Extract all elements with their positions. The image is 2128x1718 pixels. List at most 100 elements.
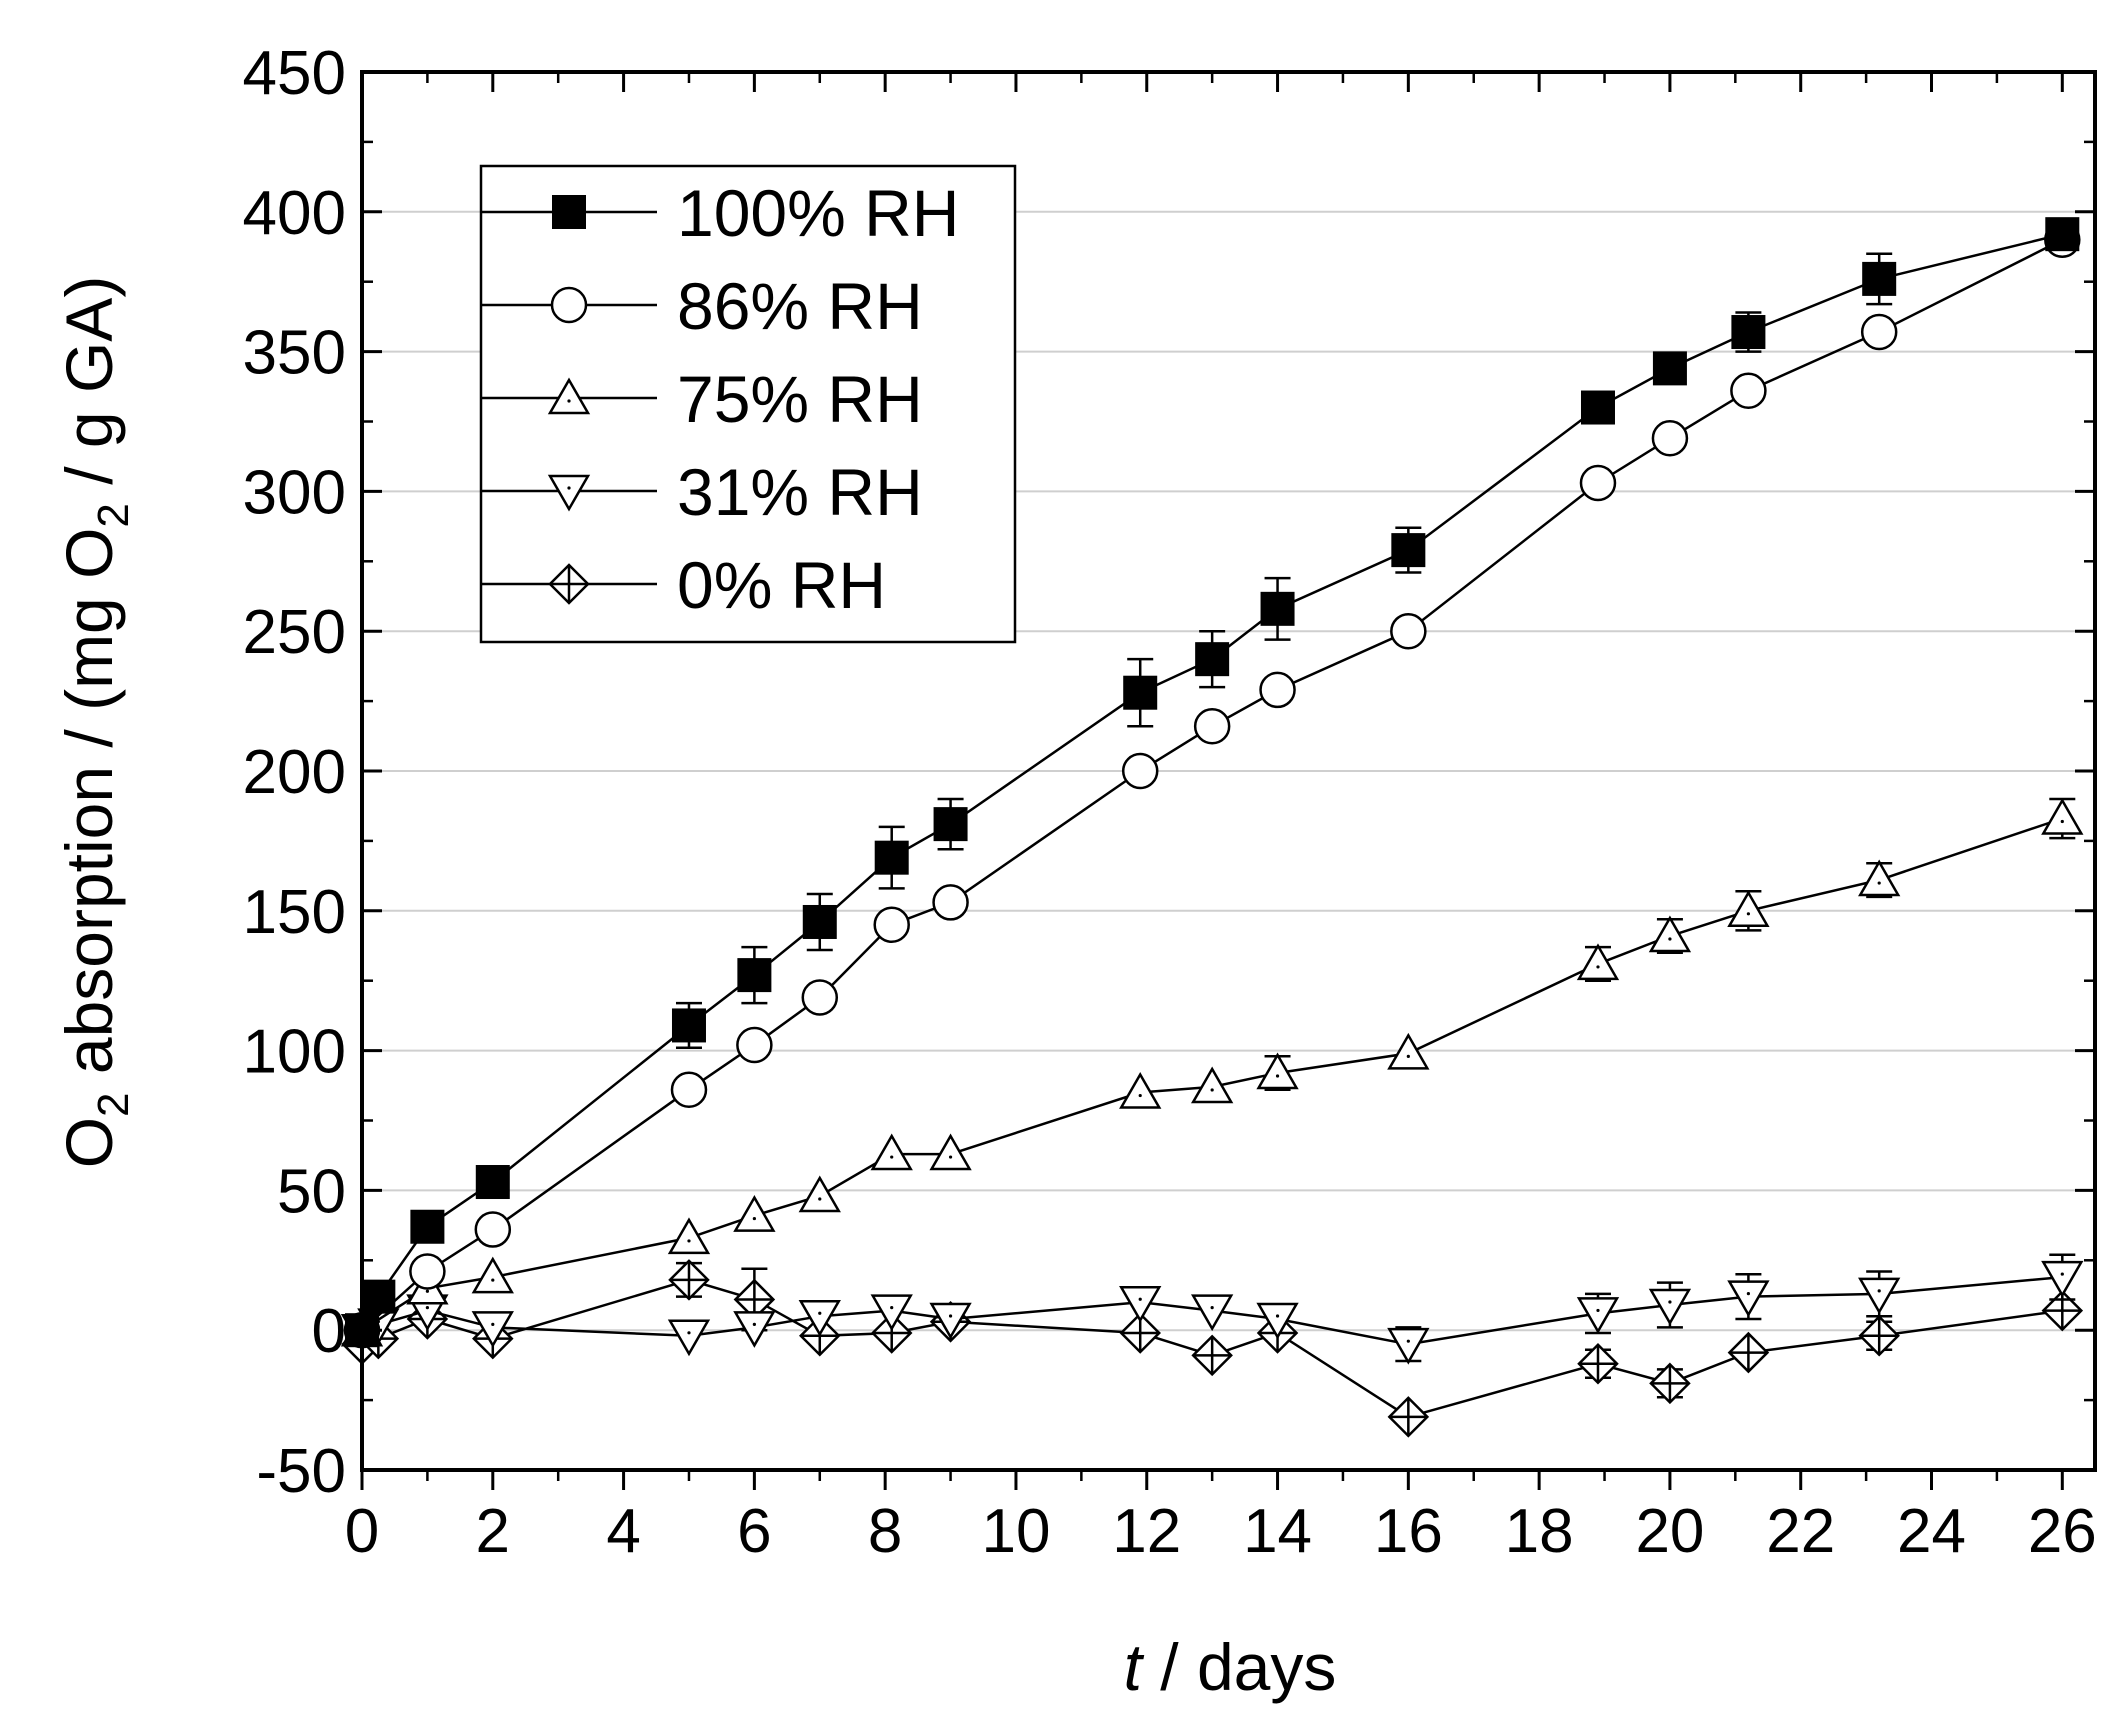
marker-shape bbox=[932, 884, 969, 921]
data-point bbox=[667, 1319, 711, 1357]
data-point bbox=[1123, 675, 1158, 710]
marker-dot bbox=[1210, 1306, 1214, 1310]
y-tick-label: 250 bbox=[243, 598, 346, 667]
data-point bbox=[733, 1195, 776, 1232]
data-point bbox=[1648, 1288, 1692, 1326]
y-tick-label: 200 bbox=[243, 738, 346, 807]
data-point bbox=[874, 840, 909, 875]
marker-shape bbox=[474, 1211, 512, 1248]
marker-dot bbox=[752, 1322, 756, 1327]
data-point bbox=[1256, 1302, 1299, 1340]
data-point bbox=[1858, 859, 1901, 897]
data-point bbox=[670, 1071, 708, 1108]
marker-shape bbox=[798, 1299, 841, 1337]
marker-shape bbox=[547, 474, 591, 512]
y-tick-label: 350 bbox=[243, 319, 346, 388]
marker-shape bbox=[2041, 798, 2084, 835]
marker-shape bbox=[1576, 943, 1620, 981]
marker-dot bbox=[1746, 1292, 1750, 1296]
x-tick-label: 12 bbox=[1112, 1497, 1181, 1566]
marker-shape bbox=[1190, 1294, 1234, 1332]
x-tick-label: 16 bbox=[1374, 1497, 1443, 1566]
legend-entry-75-rh: 75% RH bbox=[481, 362, 923, 436]
marker-dot bbox=[491, 1322, 495, 1327]
x-tick-label: 8 bbox=[868, 1497, 902, 1566]
marker-shape bbox=[670, 1071, 708, 1108]
legend-label: 31% RH bbox=[677, 455, 923, 529]
data-point bbox=[471, 1256, 514, 1294]
marker-shape bbox=[1256, 1302, 1299, 1340]
marker-dot bbox=[1668, 1300, 1672, 1304]
marker-dot bbox=[1406, 1339, 1410, 1343]
axis-ticks bbox=[360, 70, 2095, 1490]
marker-shape bbox=[929, 1302, 972, 1340]
marker-shape bbox=[1652, 351, 1687, 386]
marker-dot bbox=[818, 1197, 822, 1201]
marker-shape bbox=[1860, 313, 1898, 351]
x-tick-label: 6 bbox=[737, 1497, 771, 1566]
data-point bbox=[798, 1299, 841, 1337]
legend-marker bbox=[550, 286, 588, 324]
data-point bbox=[1651, 420, 1689, 457]
y-tick-label: 300 bbox=[243, 458, 346, 527]
marker-dot bbox=[1210, 1088, 1214, 1092]
data-point bbox=[801, 979, 839, 1016]
data-point bbox=[1256, 1052, 1299, 1090]
marker-shape bbox=[1651, 420, 1689, 457]
data-point bbox=[933, 807, 968, 842]
marker-dot bbox=[1668, 937, 1672, 941]
marker-shape bbox=[1730, 372, 1767, 409]
data-point bbox=[1579, 464, 1617, 502]
data-point bbox=[1195, 642, 1230, 677]
data-point bbox=[1727, 1331, 1770, 1374]
data-point bbox=[737, 958, 772, 993]
marker-shape bbox=[870, 1294, 913, 1332]
data-point bbox=[1387, 1396, 1430, 1438]
y-tick-label: 150 bbox=[243, 878, 346, 947]
data-point bbox=[1576, 943, 1620, 981]
legend: 100% RH 86% RH 75% RH 31% RH 0% RH bbox=[479, 164, 1017, 644]
marker-shape bbox=[475, 1165, 510, 1200]
data-point bbox=[870, 1294, 913, 1332]
data-point bbox=[1862, 261, 1897, 296]
y-tick-label: -50 bbox=[256, 1437, 346, 1506]
marker-dot bbox=[567, 486, 571, 490]
x-tick-label: 14 bbox=[1243, 1497, 1312, 1566]
x-tick-label: 10 bbox=[981, 1497, 1050, 1566]
data-point bbox=[1193, 708, 1231, 745]
marker-dot bbox=[2060, 1272, 2064, 1276]
marker-shape bbox=[801, 979, 839, 1016]
data-point bbox=[668, 1259, 710, 1301]
y-axis-title-sub2: 2 bbox=[89, 503, 138, 527]
marker-shape bbox=[1862, 261, 1897, 296]
marker-dot bbox=[890, 1155, 894, 1159]
data-point bbox=[870, 1312, 913, 1354]
data-point bbox=[736, 1026, 773, 1064]
marker-shape bbox=[736, 1026, 773, 1064]
y-axis-title: O2 absorption / (mg O2 / g GA) bbox=[52, 276, 138, 1169]
marker-shape bbox=[1727, 890, 1770, 928]
data-point bbox=[1727, 1280, 1770, 1318]
marker-shape bbox=[933, 807, 968, 842]
marker-shape bbox=[873, 906, 910, 944]
y-tick-label: 50 bbox=[277, 1157, 346, 1226]
marker-shape bbox=[2045, 217, 2080, 252]
data-point bbox=[410, 1209, 445, 1244]
y-tick-labels: -50 0 50 100 150 200 250 300 350 400 450 bbox=[243, 39, 346, 1506]
data-point bbox=[2041, 1260, 2084, 1298]
marker-dot bbox=[1877, 1289, 1881, 1293]
data-point bbox=[1387, 1327, 1430, 1365]
marker-shape bbox=[1390, 612, 1427, 650]
data-point bbox=[1191, 1334, 1233, 1377]
data-point bbox=[1580, 390, 1615, 425]
marker-shape bbox=[1858, 859, 1901, 897]
marker-shape bbox=[1121, 752, 1159, 790]
marker-shape bbox=[2041, 1260, 2084, 1298]
data-point bbox=[932, 884, 969, 921]
legend-marker bbox=[547, 474, 591, 512]
marker-shape bbox=[737, 958, 772, 993]
marker-shape bbox=[550, 286, 588, 324]
marker-shape bbox=[1576, 1297, 1620, 1334]
data-point bbox=[1648, 915, 1692, 953]
